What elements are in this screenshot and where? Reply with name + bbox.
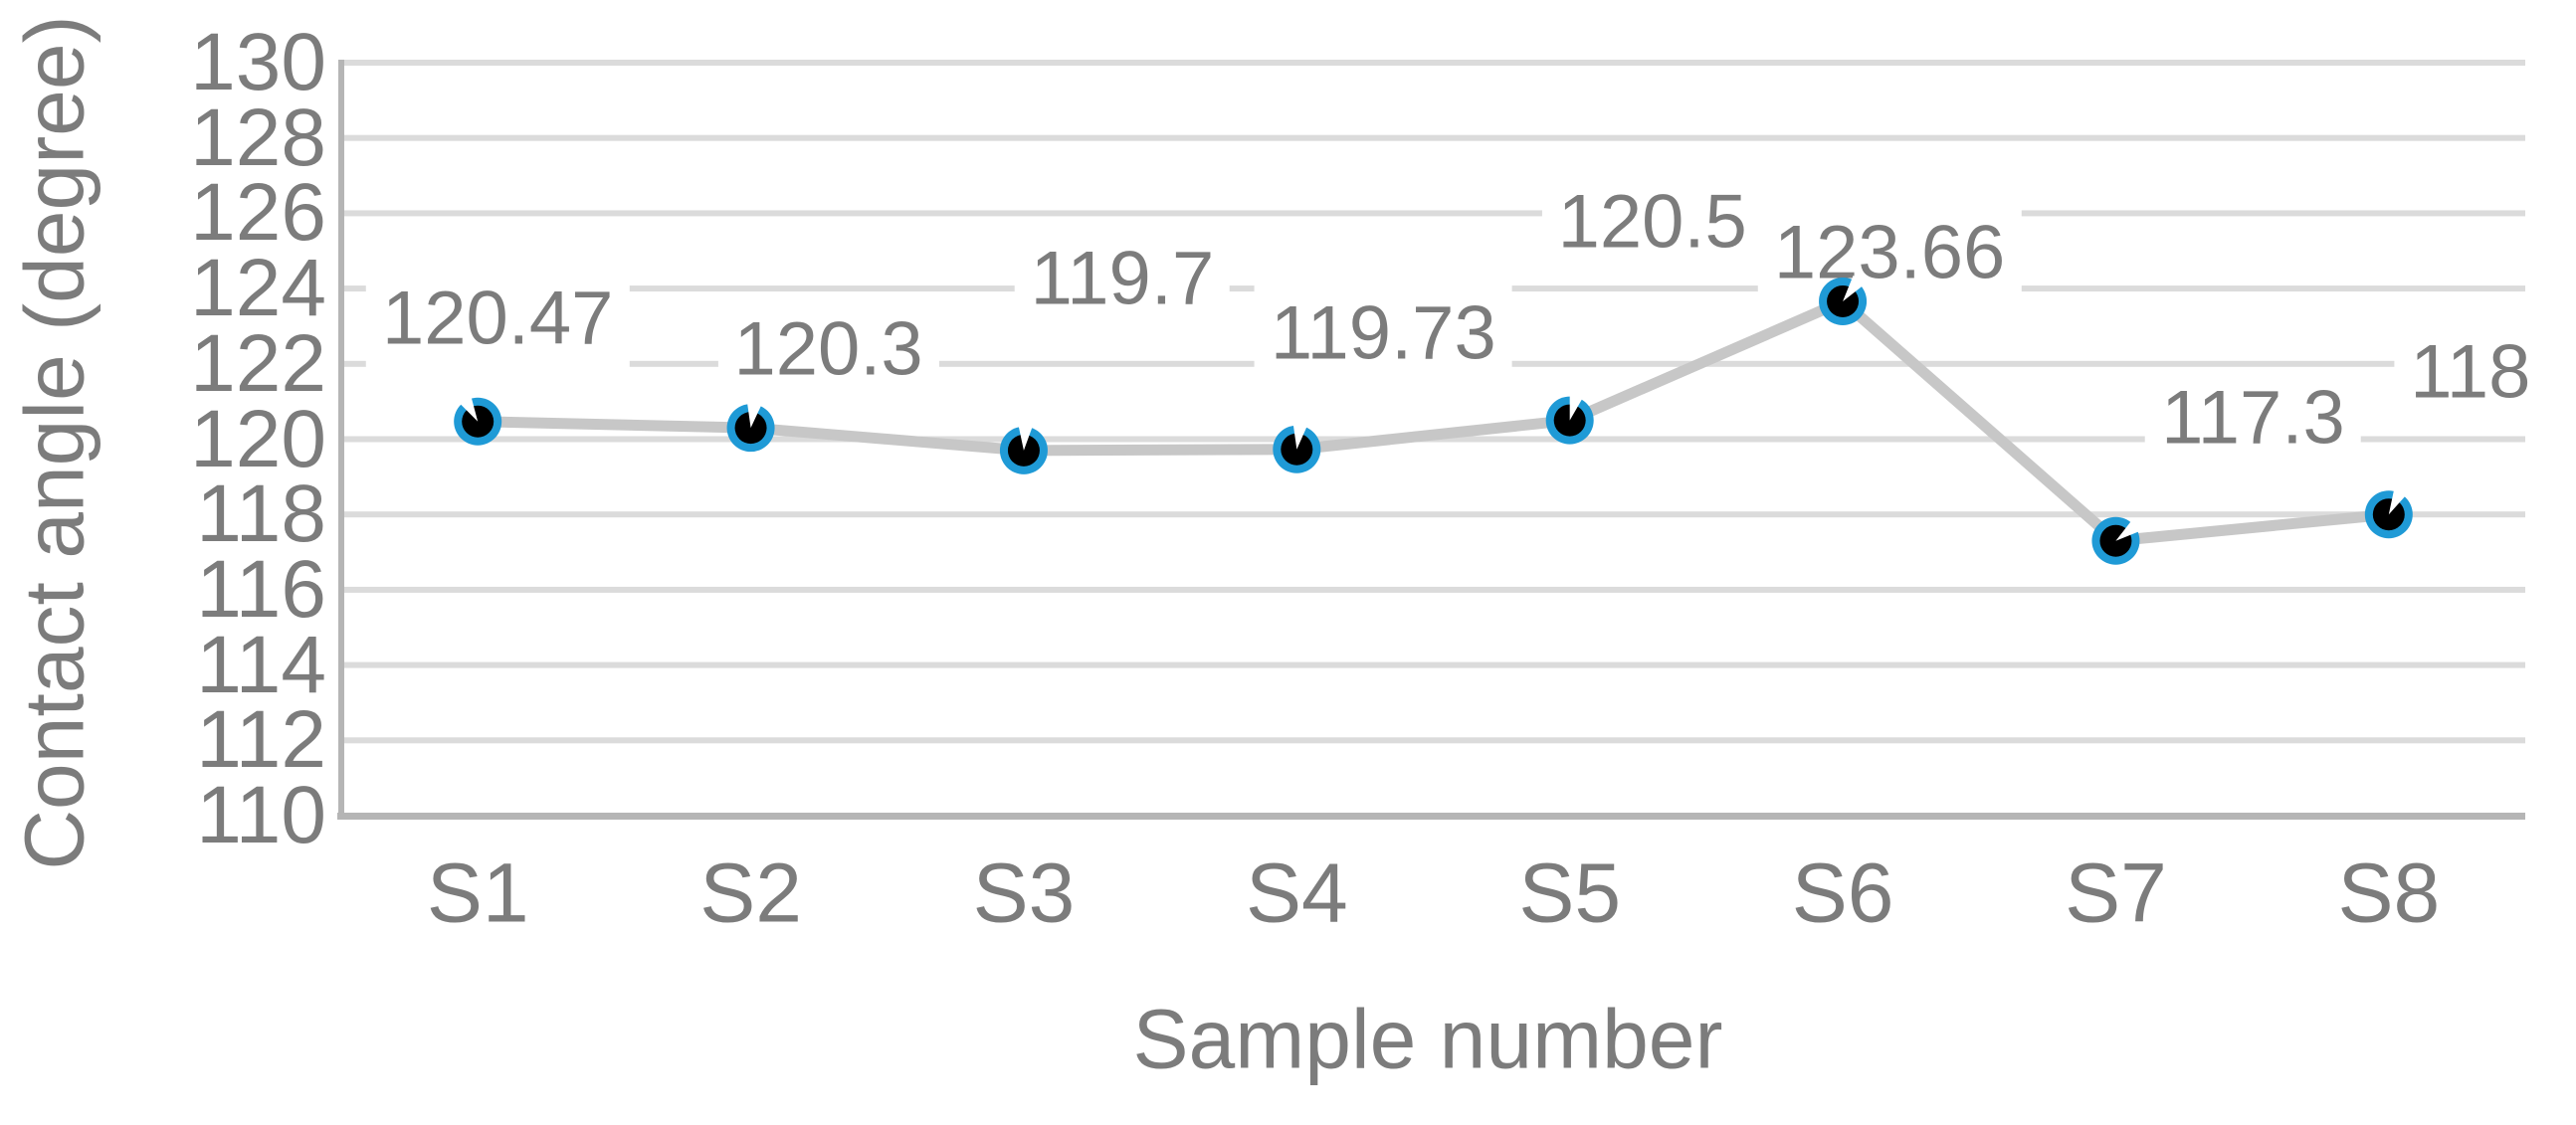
y-tick-label: 126 — [190, 167, 326, 259]
y-tick-label: 128 — [190, 92, 326, 183]
y-tick-label: 130 — [190, 17, 326, 107]
marker-notch — [2115, 518, 2142, 541]
x-tick-label: S1 — [426, 845, 529, 940]
x-tick-label: S5 — [1518, 845, 1622, 940]
marker-notch — [1292, 421, 1308, 450]
x-tick-label: S7 — [2065, 845, 2167, 940]
x-axis-line — [337, 813, 2525, 820]
data-label: 120.47 — [365, 269, 630, 368]
y-tick-label: 118 — [196, 469, 326, 560]
x-tick-label: S6 — [1791, 845, 1894, 940]
marker-notch — [1018, 422, 1034, 451]
data-label: 119.73 — [1254, 283, 1512, 383]
y-tick-label: 114 — [196, 619, 326, 710]
x-tick-label: S8 — [2337, 845, 2441, 940]
marker-notch — [1569, 392, 1584, 421]
data-point-marker — [1273, 421, 1321, 473]
data-point-marker — [999, 422, 1048, 474]
gridline — [341, 661, 2525, 668]
y-tick-label: 116 — [196, 543, 326, 635]
data-point-marker — [726, 400, 775, 453]
data-point-marker — [454, 394, 502, 446]
y-tick-label: 124 — [190, 243, 326, 334]
gridline — [341, 60, 2525, 66]
data-point-marker — [1819, 276, 1868, 325]
y-tick-label: 112 — [196, 694, 326, 786]
data-label: 119.7 — [1014, 229, 1231, 328]
gridline — [341, 737, 2525, 744]
y-tick-label: 120 — [190, 393, 326, 484]
y-tick-label: 110 — [196, 770, 326, 860]
y-tick-label: 122 — [190, 317, 326, 409]
series-line — [472, 295, 2395, 547]
gridline — [341, 134, 2525, 141]
data-label: 117.3 — [2145, 368, 2361, 468]
x-tick-label: S2 — [699, 845, 802, 940]
gridline — [341, 511, 2525, 518]
data-label: 120.5 — [1541, 172, 1763, 272]
marker-notch — [1843, 276, 1866, 301]
marker-notch — [746, 400, 763, 429]
gridline — [341, 210, 2525, 217]
data-label: 120.3 — [717, 299, 939, 399]
x-tick-label: S3 — [972, 845, 1076, 940]
x-axis-title: Sample number — [1132, 992, 1723, 1086]
data-point-marker — [1545, 392, 1594, 445]
data-point-marker — [2364, 486, 2413, 539]
x-tick-label: S4 — [1245, 845, 1348, 940]
data-label: 118 — [2394, 322, 2547, 422]
data-point-marker — [2091, 516, 2142, 565]
y-axis-line — [338, 60, 344, 820]
data-label: 123.66 — [1757, 203, 2022, 302]
marker-notch — [458, 394, 479, 422]
gridline — [341, 586, 2525, 593]
marker-notch — [2388, 486, 2408, 515]
